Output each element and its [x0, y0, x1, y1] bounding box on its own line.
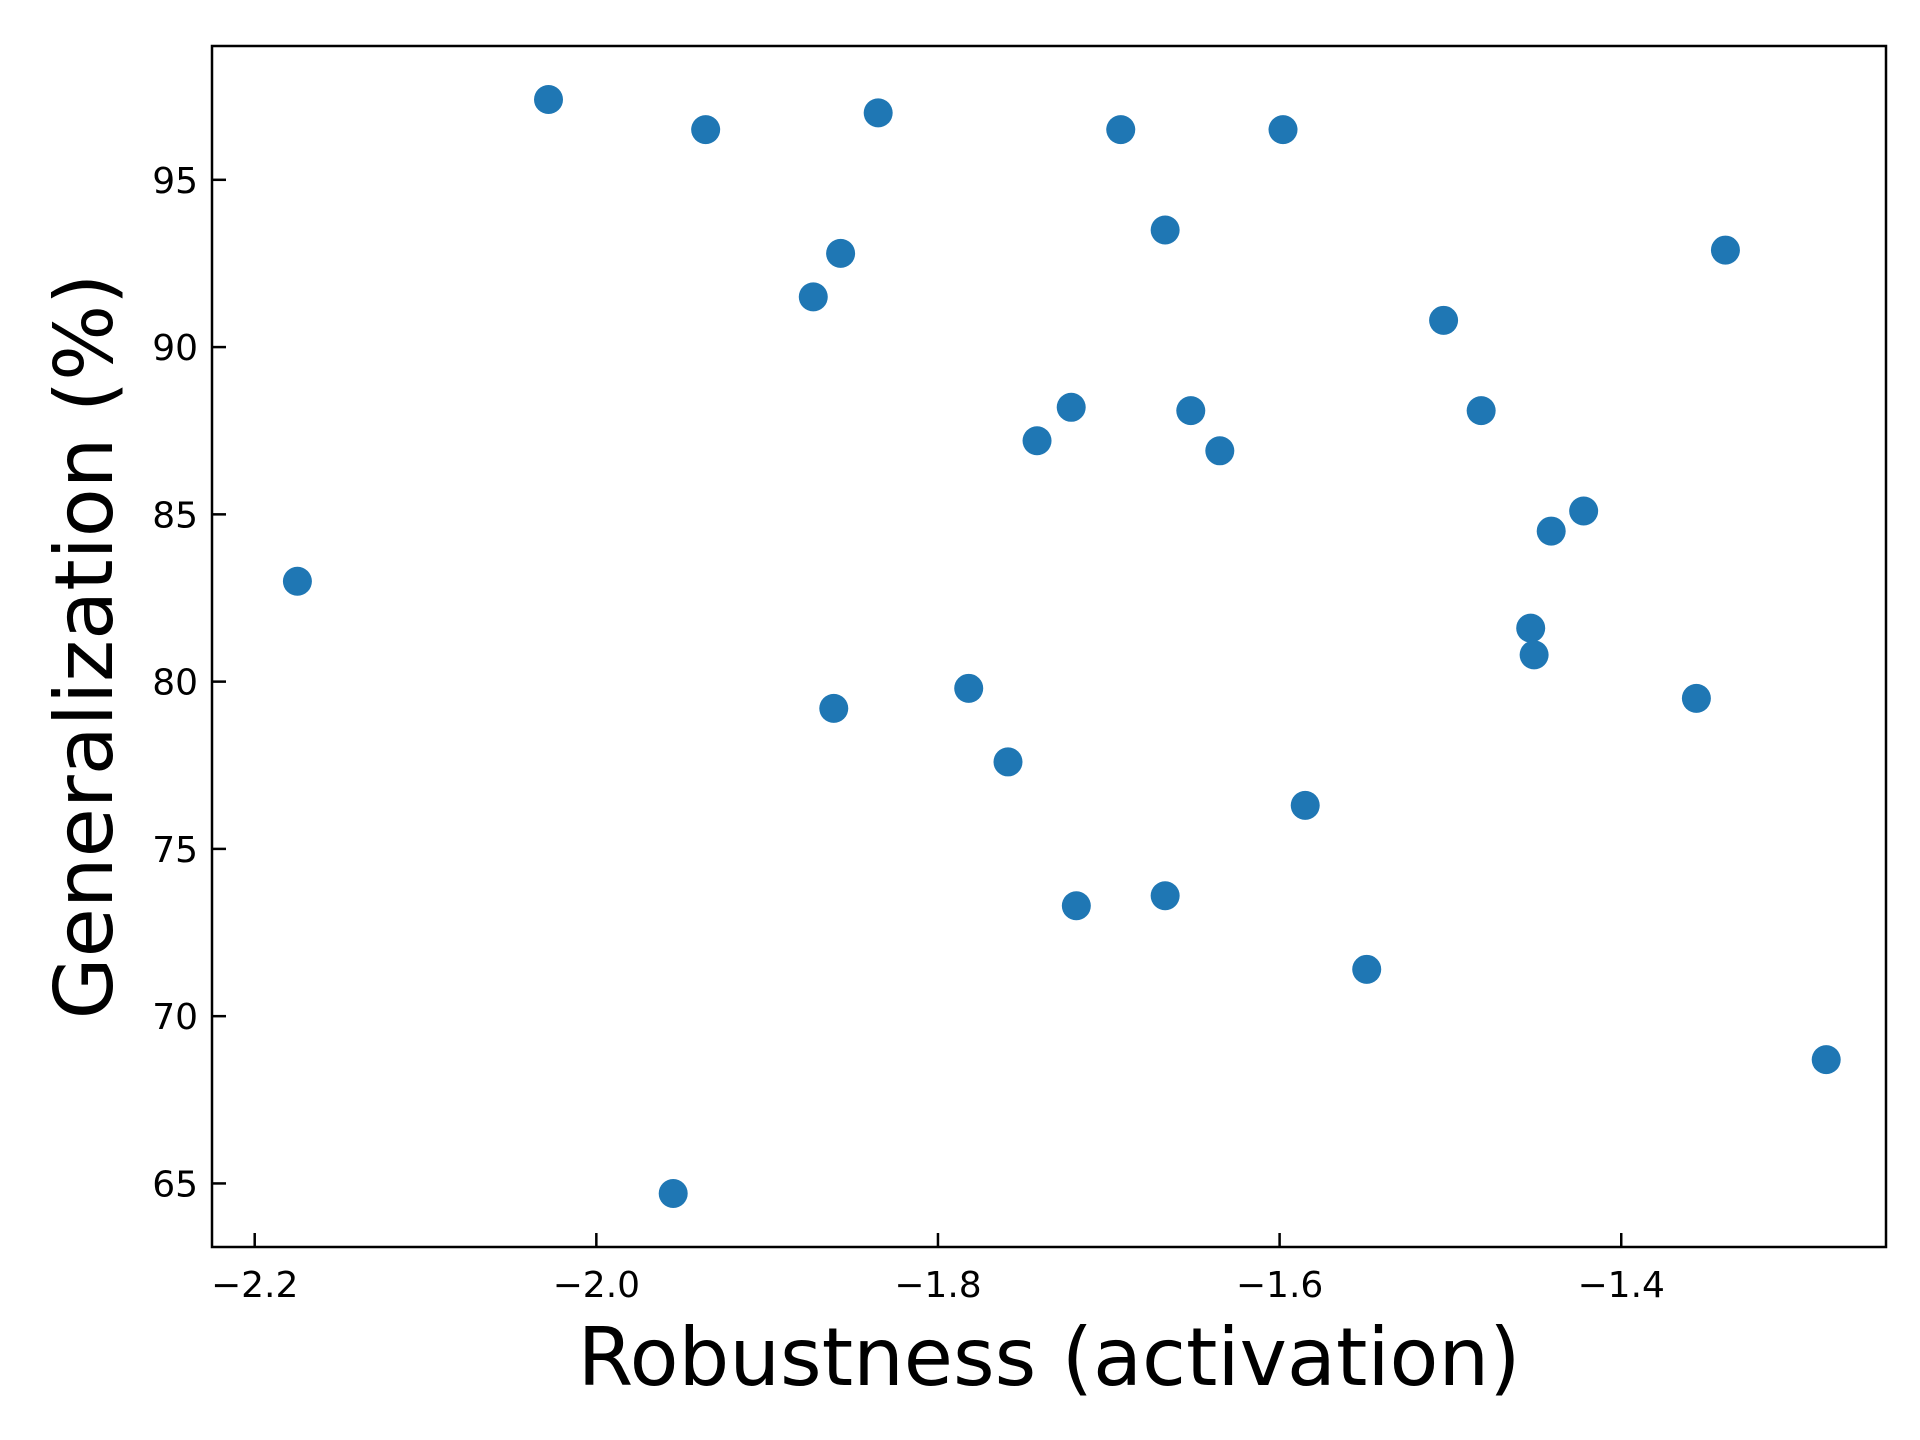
y-tick-label: 80: [152, 663, 198, 704]
data-point: [1150, 215, 1180, 245]
marks-layer: [282, 85, 1841, 1208]
y-axis: 65 70 75 80 85 90 95: [152, 161, 226, 1205]
x-axis: −2.2 −2.0 −1.8 −1.6 −1.4: [211, 1233, 1665, 1306]
data-point: [1516, 613, 1546, 643]
data-point: [1205, 436, 1235, 466]
data-point: [1268, 115, 1298, 145]
x-tick-label: −1.4: [1578, 1265, 1665, 1306]
data-point: [993, 747, 1023, 777]
plot-frame: [210, 44, 1888, 1249]
data-point: [1176, 396, 1206, 426]
x-axis-label: Robustness (activation): [578, 1311, 1521, 1404]
data-point: [1811, 1045, 1841, 1075]
data-point: [1536, 516, 1566, 546]
data-point: [1429, 305, 1459, 335]
y-axis-label: Generalization (%): [38, 274, 131, 1020]
data-point: [1710, 235, 1740, 265]
x-tick-label: −2.2: [211, 1265, 298, 1306]
data-point: [534, 85, 564, 115]
data-point: [1106, 115, 1136, 145]
y-tick-label: 65: [152, 1164, 198, 1205]
data-point: [282, 566, 312, 596]
data-point: [798, 282, 828, 312]
data-point: [1466, 396, 1496, 426]
y-tick-label: 85: [152, 495, 198, 536]
data-point: [1519, 640, 1549, 670]
data-point: [1569, 496, 1599, 526]
x-tick-label: −1.6: [1236, 1265, 1323, 1306]
data-point: [1150, 881, 1180, 911]
data-point: [819, 693, 849, 723]
y-tick-label: 75: [152, 830, 198, 871]
data-point: [1022, 426, 1052, 456]
y-tick-label: 90: [152, 328, 198, 369]
data-point: [1061, 891, 1091, 921]
x-tick-label: −1.8: [894, 1265, 981, 1306]
y-tick-label: 70: [152, 997, 198, 1038]
data-point: [1056, 392, 1086, 422]
data-point: [691, 115, 721, 145]
data-point: [863, 98, 893, 128]
data-point: [954, 673, 984, 703]
y-tick-label: 95: [152, 161, 198, 202]
data-point: [826, 238, 856, 268]
data-point: [658, 1178, 688, 1208]
data-point: [1290, 790, 1320, 820]
x-tick-label: −2.0: [553, 1265, 640, 1306]
data-point: [1681, 683, 1711, 713]
data-point: [1352, 954, 1382, 984]
